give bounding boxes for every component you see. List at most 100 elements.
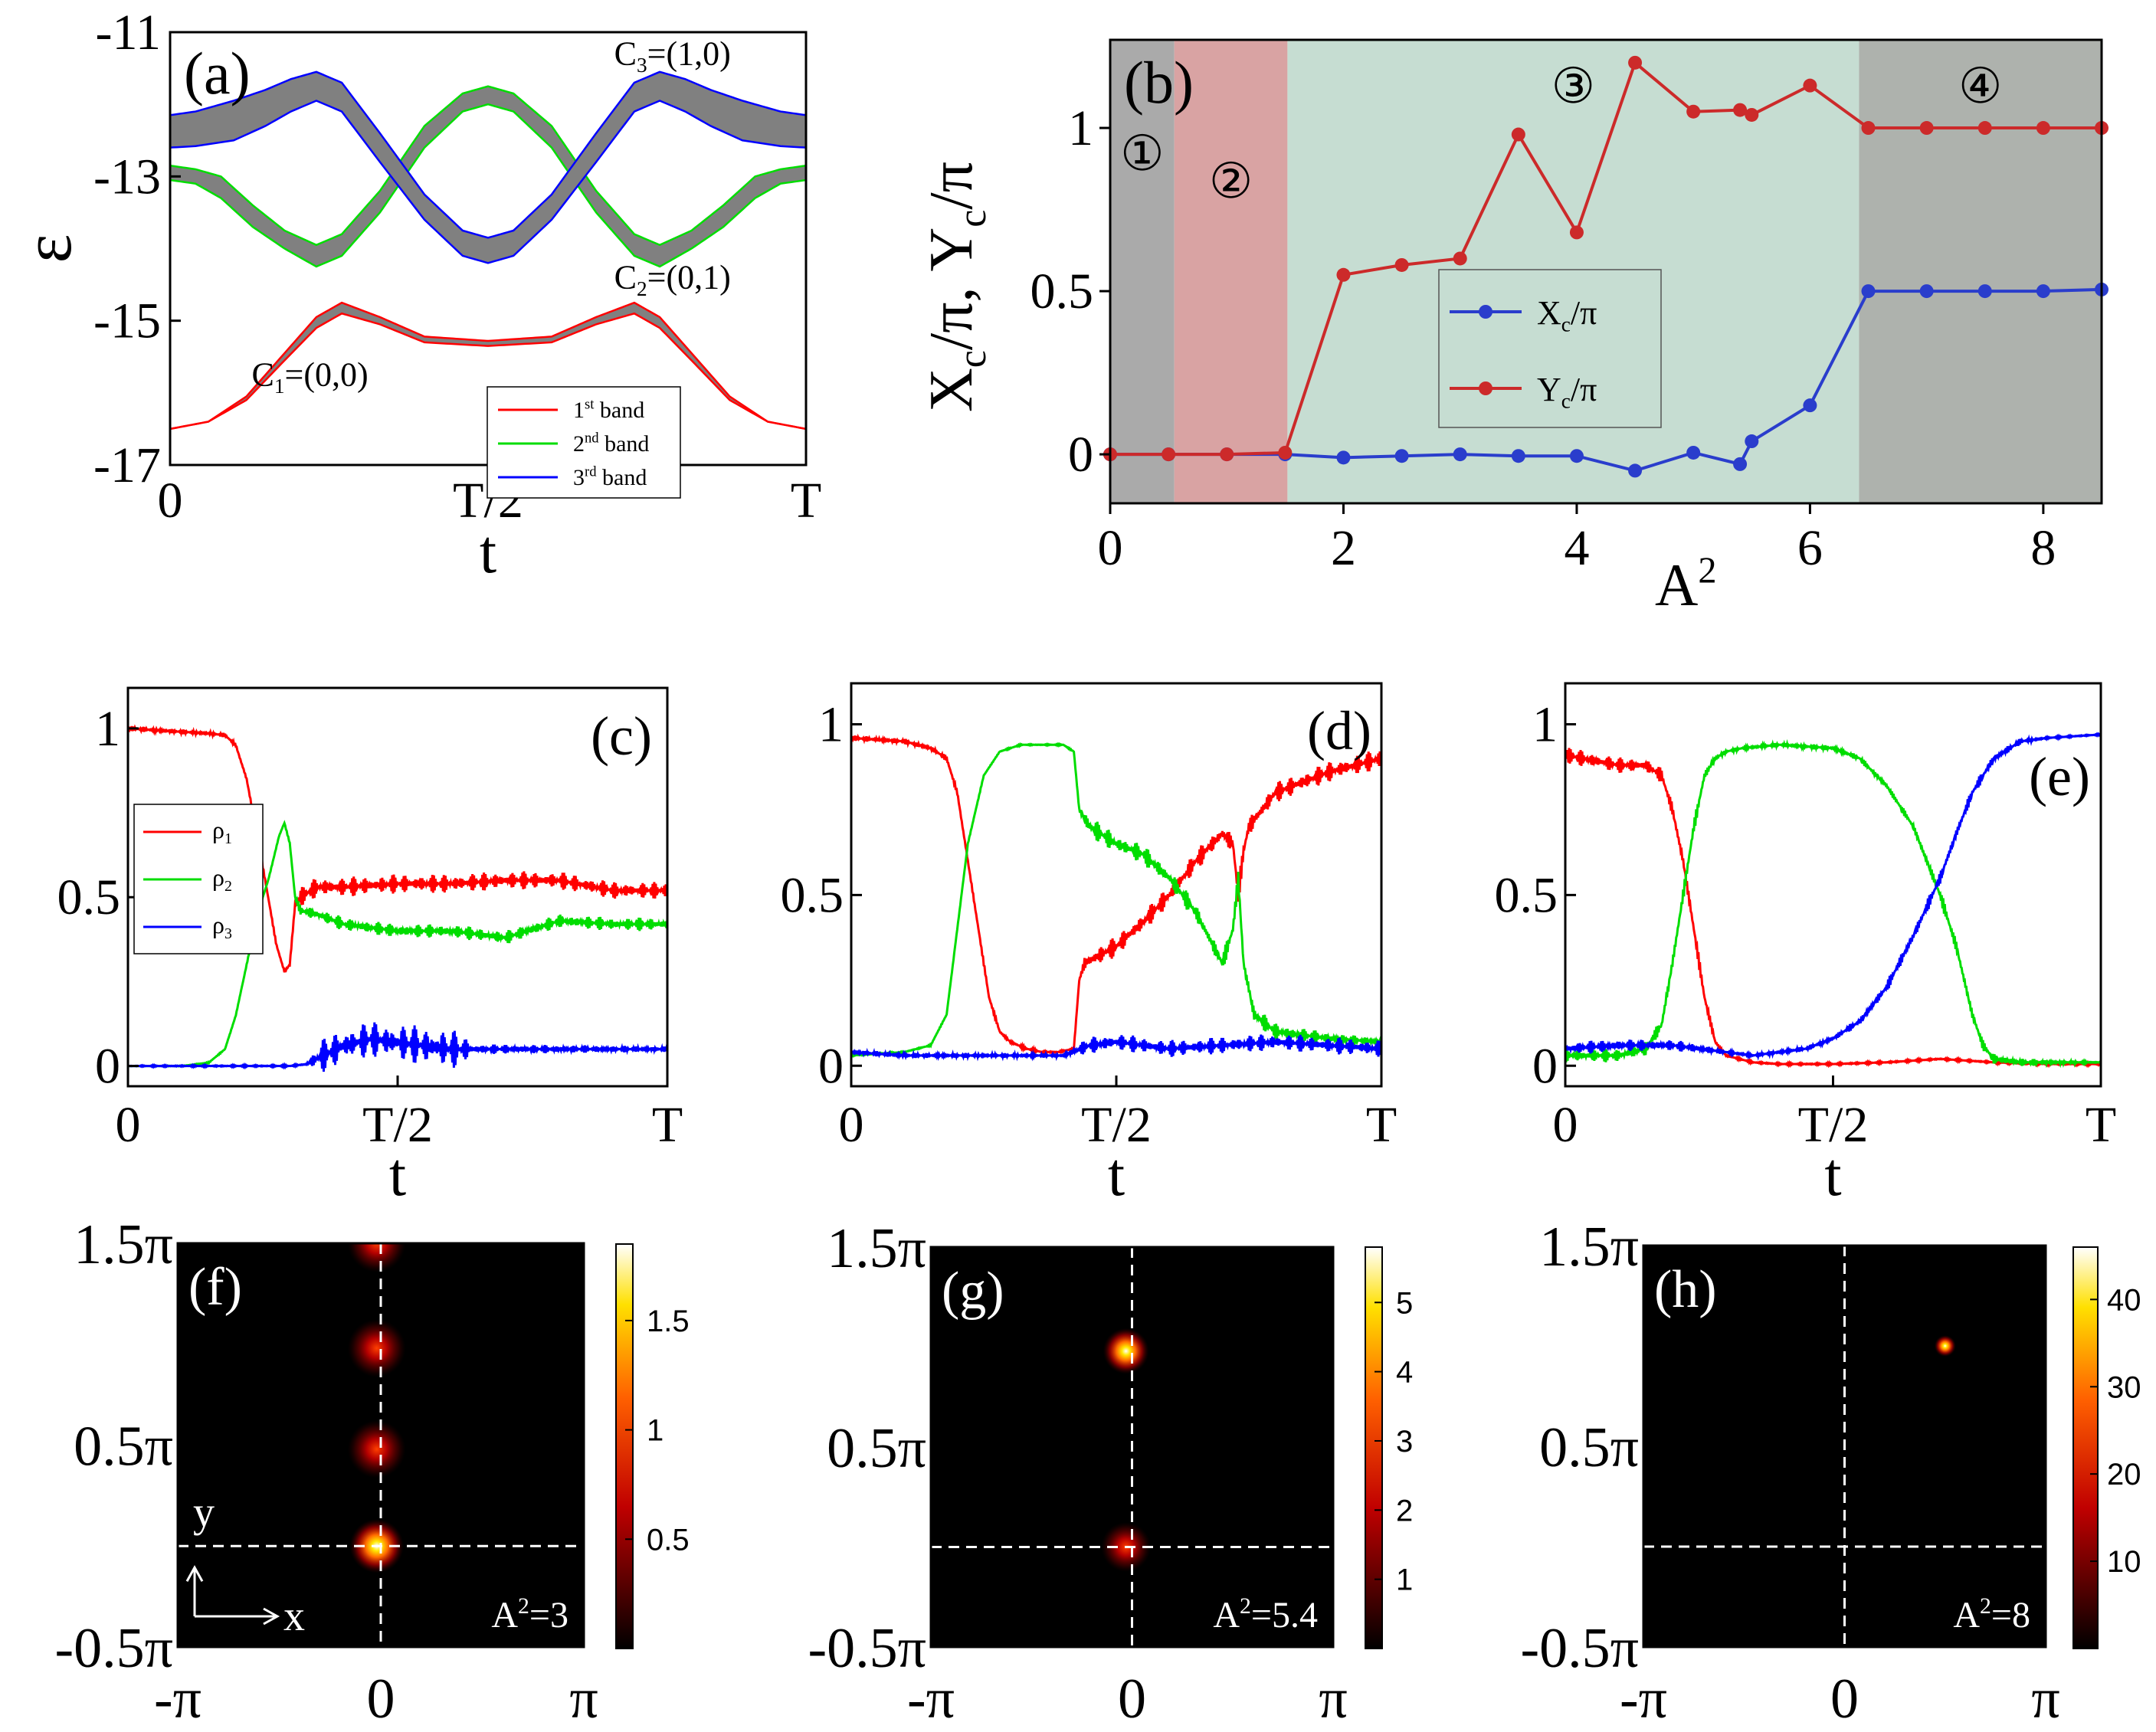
g-colorbar-label-3: 4 bbox=[1396, 1356, 1413, 1390]
b-region-1 bbox=[1110, 40, 1175, 503]
c-ytick-label-1: 0.5 bbox=[57, 869, 121, 925]
f-annotation-part: =3 bbox=[529, 1595, 568, 1635]
b-point-2-7 bbox=[1511, 127, 1525, 142]
h-annotation-part: A bbox=[1953, 1595, 1980, 1635]
b-ylabel: Xc/π, Yc/π bbox=[918, 162, 994, 412]
a-chern-label-2-part: =(0,1) bbox=[647, 258, 731, 296]
a-chern-label-2-part: C bbox=[614, 258, 637, 296]
f-ytick-label-2: -0.5π bbox=[54, 1617, 173, 1680]
panel-d: 0 T/2 T 0 0.5 1 t (d) bbox=[781, 682, 1397, 1209]
a-chern-label-1-part: 3 bbox=[637, 54, 647, 77]
g-colorbar-label-2: 3 bbox=[1396, 1425, 1413, 1459]
f-peak-1 bbox=[347, 1420, 406, 1478]
c-panel-label: (c) bbox=[591, 706, 652, 767]
b-panel-label: (b) bbox=[1124, 49, 1194, 116]
f-peak-2 bbox=[347, 1319, 406, 1377]
f-colorbar-label-1: 1 bbox=[647, 1414, 664, 1448]
d-ytick-label-1: 0.5 bbox=[781, 867, 844, 923]
a-legend-label-1-part: st bbox=[585, 397, 595, 413]
b-point-1-7 bbox=[1511, 449, 1525, 463]
h-panel-label: (h) bbox=[1654, 1260, 1717, 1319]
panel-f: -π 0 π 1.5π 0.5π -0.5π (f) A2=3 y x 0.5 1 1.5 bbox=[54, 1213, 689, 1730]
e-ytick-label-2: 1 bbox=[1532, 696, 1558, 752]
c-legend-label-1: ρ1 bbox=[212, 816, 232, 847]
g-peak-0 bbox=[1103, 1328, 1149, 1374]
b-point-1-6 bbox=[1453, 447, 1467, 462]
panel-e: 0 T/2 T 0 0.5 1 t (e) bbox=[1495, 682, 2116, 1209]
e-ytick-label-0: 0 bbox=[1532, 1038, 1558, 1094]
b-point-1-15 bbox=[1919, 284, 1934, 299]
g-annotation-part: A bbox=[1213, 1595, 1240, 1635]
a-ytick-label-0: -11 bbox=[95, 5, 161, 61]
h-xtick-label-2: π bbox=[2031, 1668, 2059, 1730]
b-region-label-3: ③ bbox=[1551, 58, 1595, 113]
a-legend-label-2-part: band bbox=[599, 431, 650, 457]
b-xlabel: A2 bbox=[1655, 550, 1717, 618]
f-colorbar-label-2: 1.5 bbox=[647, 1305, 690, 1338]
c-ytick-label-0: 0 bbox=[95, 1039, 120, 1095]
band-upper-line-3 bbox=[169, 70, 807, 239]
b-ytick-label-1: 0.5 bbox=[1030, 264, 1094, 319]
b-point-1-14 bbox=[1861, 284, 1876, 299]
h-peak-0 bbox=[1934, 1335, 1956, 1357]
e-series-rho-2 bbox=[1564, 738, 2102, 1069]
c-legend-label-3-part: 3 bbox=[224, 925, 232, 942]
b-ylabel-part: X bbox=[918, 368, 985, 412]
f-arrow-right-icon bbox=[195, 1607, 280, 1626]
b-ylabel-part: /π, Y bbox=[918, 228, 985, 350]
c-xtick-label-0: 0 bbox=[116, 1097, 141, 1153]
b-point-1-11 bbox=[1733, 457, 1748, 471]
h-peaks bbox=[1934, 1335, 1956, 1357]
a-xlabel: t bbox=[480, 519, 496, 586]
d-xtick-label-1: T/2 bbox=[1081, 1097, 1152, 1153]
b-legend-label-1: Xc/π bbox=[1537, 294, 1597, 336]
b-legend-marker-1 bbox=[1479, 305, 1492, 319]
b-legend-label-1-part: X bbox=[1537, 294, 1561, 332]
c-legend-label-3: ρ3 bbox=[212, 911, 232, 942]
b-point-2-12 bbox=[1745, 107, 1759, 122]
a-xtick-label-2: T bbox=[791, 473, 821, 529]
a-legend-label-3-part: rd bbox=[585, 464, 597, 480]
a-legend-label-2-part: 2 bbox=[573, 431, 585, 457]
b-legend-label-2-part: Y bbox=[1537, 371, 1561, 408]
f-annotation-part: 2 bbox=[518, 1593, 529, 1619]
b-xlabel-part: 2 bbox=[1698, 550, 1716, 591]
b-point-2-8 bbox=[1569, 225, 1584, 240]
panel-h-frame bbox=[1642, 1244, 2047, 1649]
g-xtick-label-2: π bbox=[1319, 1668, 1347, 1730]
b-xtick-label-4: 8 bbox=[2030, 520, 2056, 576]
f-peaks bbox=[347, 1243, 406, 1573]
a-panel-label: (a) bbox=[184, 40, 251, 106]
b-point-1-10 bbox=[1686, 445, 1701, 460]
g-annotation-part: 2 bbox=[1240, 1593, 1251, 1619]
e-ytick-label-1: 0.5 bbox=[1495, 867, 1558, 923]
h-ytick-label-0: 1.5π bbox=[1539, 1216, 1639, 1279]
c-xtick-label-2: T bbox=[652, 1097, 683, 1153]
panel-h: -π 0 π 1.5π 0.5π -0.5π (h) A2=8 10 20 30 40 bbox=[1520, 1216, 2141, 1730]
a-chern-label-1-part: =(1,0) bbox=[647, 34, 731, 72]
g-panel-label: (g) bbox=[942, 1262, 1004, 1321]
d-xtick-label-0: 0 bbox=[839, 1097, 864, 1153]
g-colorbar bbox=[1365, 1246, 1383, 1649]
band-upper-line-1 bbox=[169, 301, 807, 431]
b-point-2-11 bbox=[1733, 103, 1748, 117]
a-chern-label-3-part: 1 bbox=[274, 375, 285, 398]
e-xlabel: t bbox=[1824, 1141, 1841, 1209]
b-xlabel-part: A bbox=[1655, 552, 1698, 618]
b-point-2-9 bbox=[1628, 55, 1643, 70]
b-region-4 bbox=[1859, 40, 2102, 503]
f-xtick-label-1: 0 bbox=[367, 1668, 395, 1730]
b-xtick-label-0: 0 bbox=[1098, 520, 1123, 576]
e-xtick-label-1: T/2 bbox=[1798, 1097, 1869, 1153]
f-axis-hint-x: x bbox=[283, 1593, 305, 1640]
band-lower-line-1 bbox=[169, 312, 807, 431]
c-legend-label-1-part: ρ bbox=[212, 816, 224, 843]
b-point-2-2 bbox=[1220, 447, 1234, 462]
d-series-rho-3 bbox=[850, 1034, 1383, 1062]
g-annotation-part: =5.4 bbox=[1251, 1595, 1318, 1635]
b-legend-label-2-part: c bbox=[1561, 390, 1571, 413]
h-ytick-label-1: 0.5π bbox=[1539, 1416, 1639, 1479]
